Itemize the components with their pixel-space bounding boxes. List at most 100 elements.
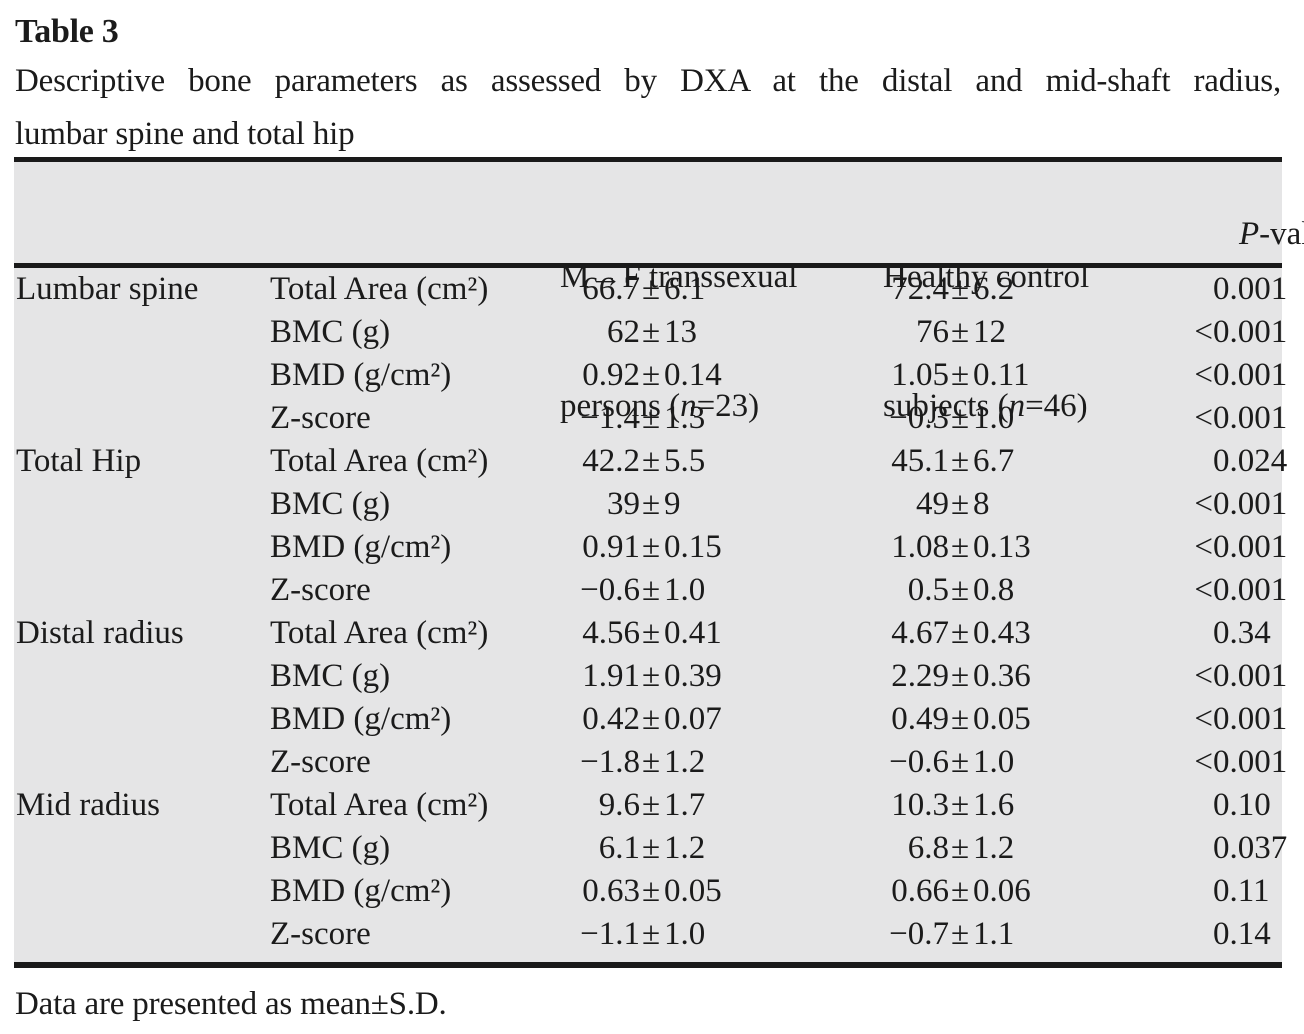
group1-mean: −1.4 bbox=[580, 400, 640, 436]
parameter-label: Z-score bbox=[270, 572, 371, 608]
parameter-label: Z-score bbox=[270, 744, 371, 780]
p-value: 0.34 bbox=[1213, 615, 1271, 651]
group2-sd: 6.7 bbox=[973, 443, 1015, 479]
parameter-label: BMD (g/cm²) bbox=[270, 873, 452, 909]
parameter-label: BMC (g) bbox=[270, 314, 391, 350]
group2-sd: 0.05 bbox=[973, 701, 1031, 737]
column-header-pvalue: P-value bbox=[1173, 170, 1304, 299]
plus-minus-sign: ± bbox=[642, 615, 661, 651]
group1-mean: −0.6 bbox=[580, 572, 640, 608]
table-row: Lumbar spine Total Area (cm²) 66.7 ±6.1 7… bbox=[14, 268, 1287, 311]
parameter-label: BMC (g) bbox=[270, 658, 391, 694]
plus-minus-sign: ± bbox=[951, 787, 970, 823]
plus-minus-sign: ± bbox=[642, 443, 661, 479]
group2-mean: −0.3 bbox=[889, 400, 949, 436]
table-row: BMC (g) 6.1 ±1.2 6.8 ±1.2 0.037 bbox=[14, 827, 1287, 870]
p-value-prefix: < bbox=[1194, 658, 1213, 694]
plus-minus-sign: ± bbox=[951, 916, 970, 952]
table-body: Lumbar spine Total Area (cm²) 66.7 ±6.1 7… bbox=[14, 268, 1287, 962]
region-label: Total Hip bbox=[16, 443, 142, 479]
region-label: Distal radius bbox=[16, 615, 184, 651]
p-value: 0.11 bbox=[1213, 873, 1270, 909]
group1-sd: 9 bbox=[664, 486, 681, 522]
group2-mean: 45.1 bbox=[891, 443, 949, 479]
group1-sd: 0.15 bbox=[664, 529, 722, 565]
p-value-prefix: < bbox=[1194, 486, 1213, 522]
p-value: 0.001 bbox=[1213, 357, 1288, 393]
table-rule-header bbox=[14, 263, 1282, 268]
group1-mean: 9.6 bbox=[598, 787, 640, 823]
table-caption: Descriptive bone parameters as assessed … bbox=[15, 55, 1281, 161]
plus-minus-sign: ± bbox=[642, 400, 661, 436]
pvalue-p-italic: P bbox=[1239, 216, 1260, 252]
p-value-prefix: < bbox=[1194, 572, 1213, 608]
parameter-label: Total Area (cm²) bbox=[270, 787, 489, 823]
plus-minus-sign: ± bbox=[642, 529, 661, 565]
table-row: Distal radius Total Area (cm²) 4.56 ±0.41… bbox=[14, 612, 1282, 655]
group1-sd: 1.2 bbox=[664, 830, 706, 866]
plus-minus-sign: ± bbox=[642, 572, 661, 608]
table-row: Z-score −0.6 ±1.0 0.5 ±0.8 <0.001 bbox=[14, 569, 1287, 612]
plus-minus-sign: ± bbox=[642, 701, 661, 737]
group1-sd: 1.0 bbox=[664, 572, 706, 608]
p-value: 0.10 bbox=[1213, 787, 1271, 823]
group2-sd: 0.36 bbox=[973, 658, 1031, 694]
group1-mean: −1.8 bbox=[580, 744, 640, 780]
p-value: 0.001 bbox=[1213, 271, 1288, 307]
plus-minus-sign: ± bbox=[951, 873, 970, 909]
plus-minus-sign: ± bbox=[951, 443, 970, 479]
group2-n-pre: subjects ( bbox=[883, 388, 1009, 424]
parameter-label: Total Area (cm²) bbox=[270, 615, 489, 651]
table-number-title: Table 3 bbox=[15, 13, 119, 50]
parameter-label: BMD (g/cm²) bbox=[270, 701, 452, 737]
p-value-prefix: < bbox=[1194, 701, 1213, 737]
table-row: Total Hip Total Area (cm²) 42.2 ±5.5 45.1… bbox=[14, 440, 1287, 483]
group1-sd: 13 bbox=[664, 314, 697, 350]
p-value-prefix: < bbox=[1194, 357, 1213, 393]
table-footnote: Data are presented as mean±S.D. bbox=[15, 986, 447, 1022]
group1-mean: 4.56 bbox=[582, 615, 640, 651]
plus-minus-sign: ± bbox=[951, 701, 970, 737]
group1-mean: 39 bbox=[607, 486, 640, 522]
p-value: 0.001 bbox=[1213, 529, 1288, 565]
group2-sd: 12 bbox=[973, 314, 1006, 350]
group2-mean: 1.05 bbox=[891, 357, 949, 393]
group2-sd: 0.8 bbox=[973, 572, 1015, 608]
group1-mean: 66.7 bbox=[582, 271, 640, 307]
p-value: 0.037 bbox=[1213, 830, 1288, 866]
p-value: 0.001 bbox=[1213, 314, 1288, 350]
p-value: 0.001 bbox=[1213, 701, 1288, 737]
group2-sd: 0.13 bbox=[973, 529, 1031, 565]
group2-sd: 6.2 bbox=[973, 271, 1015, 307]
group2-sd: 0.11 bbox=[973, 357, 1030, 393]
plus-minus-sign: ± bbox=[951, 830, 970, 866]
p-value-prefix: < bbox=[1194, 400, 1213, 436]
table-row: Z-score −1.1 ±1.0 −0.7 ±1.1 0.14 bbox=[14, 913, 1282, 956]
p-value: 0.001 bbox=[1213, 486, 1288, 522]
group1-sd: 1.3 bbox=[664, 400, 706, 436]
table-rule-top bbox=[14, 157, 1282, 162]
group1-mean: 0.42 bbox=[582, 701, 640, 737]
plus-minus-sign: ± bbox=[951, 658, 970, 694]
group2-mean: 0.49 bbox=[891, 701, 949, 737]
group2-mean: 0.66 bbox=[891, 873, 949, 909]
plus-minus-sign: ± bbox=[951, 271, 970, 307]
table-row: BMD (g/cm²) 0.91 ±0.15 1.08 ±0.13 <0.001 bbox=[14, 526, 1287, 569]
plus-minus-sign: ± bbox=[951, 744, 970, 780]
parameter-label: Total Area (cm²) bbox=[270, 271, 489, 307]
parameter-label: BMD (g/cm²) bbox=[270, 357, 452, 393]
plus-minus-sign: ± bbox=[642, 830, 661, 866]
group2-mean: 4.67 bbox=[891, 615, 949, 651]
plus-minus-sign: ± bbox=[642, 916, 661, 952]
group1-mean: −1.1 bbox=[580, 916, 640, 952]
group2-sd: 1.2 bbox=[973, 830, 1015, 866]
group1-sd: 0.39 bbox=[664, 658, 722, 694]
group1-mean: 0.63 bbox=[582, 873, 640, 909]
plus-minus-sign: ± bbox=[951, 529, 970, 565]
group1-mean: 0.91 bbox=[582, 529, 640, 565]
group2-sd: 1.0 bbox=[973, 400, 1015, 436]
group2-mean: 0.5 bbox=[907, 572, 949, 608]
group2-n-italic: n bbox=[1008, 388, 1026, 424]
group1-sd: 6.1 bbox=[664, 271, 706, 307]
